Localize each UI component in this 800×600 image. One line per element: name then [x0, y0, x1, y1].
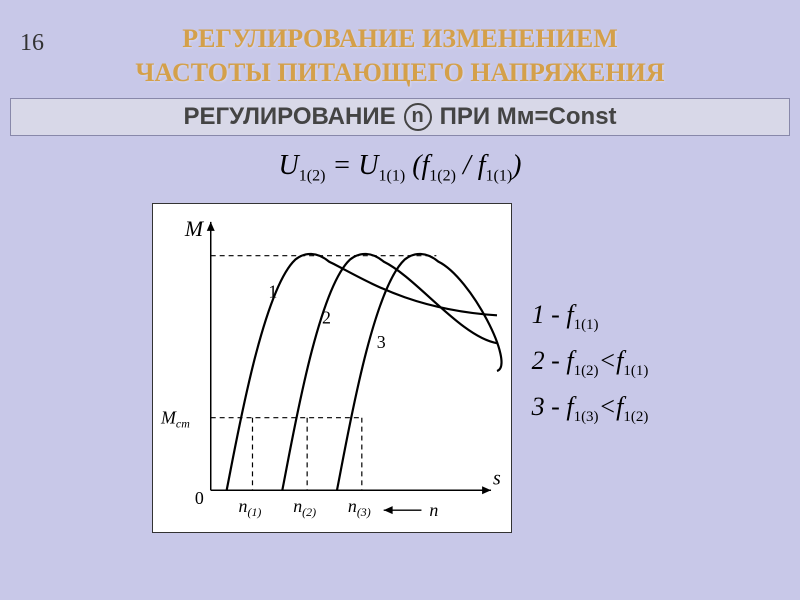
chart: Ms 0 Mст n(1) n(2) n(3) 1 2 3 n [152, 203, 512, 533]
svg-text:n(2): n(2) [293, 496, 316, 519]
svg-text:n: n [429, 500, 438, 520]
legend-2-var: f [566, 346, 573, 375]
subtitle-box: РЕГУЛИРОВАНИЕ n ПРИ Mм=Const [10, 98, 790, 136]
subtitle-circle: n [404, 103, 432, 131]
legend-3-num: 3 - [532, 392, 567, 421]
title-line-1: РЕГУЛИРОВАНИЕ ИЗМЕНЕНИЕМ [182, 24, 617, 53]
legend-2-num: 2 - [532, 346, 567, 375]
legend-2-sub2: 1(1) [623, 363, 648, 379]
svg-text:n(1): n(1) [238, 496, 261, 519]
svg-text:2: 2 [322, 307, 331, 327]
legend-3-cmp: < [599, 392, 617, 421]
svg-text:0: 0 [194, 488, 203, 508]
legend-3-sub2: 1(2) [623, 409, 648, 425]
formula-text: U1(2) = U1(1) (f1(2) / f1(1)) [279, 150, 522, 181]
title-line-2: ЧАСТОТЫ ПИТАЮЩЕГО НАПРЯЖЕНИЯ [135, 58, 664, 87]
legend-row-3: 3 - f1(3)<f1(2) [532, 385, 649, 431]
formula: U1(2) = U1(1) (f1(2) / f1(1)) [0, 150, 800, 186]
svg-text:Mст: Mст [160, 408, 190, 431]
legend: 1 - f1(1) 2 - f1(2)<f1(1) 3 - f1(3)<f1(2… [532, 293, 649, 430]
legend-2-sub1: 1(2) [574, 363, 599, 379]
subtitle-right: ПРИ Mм=Const [440, 103, 617, 131]
svg-text:1: 1 [268, 282, 277, 302]
svg-text:M: M [184, 217, 205, 241]
legend-1-num: 1 - [532, 300, 567, 329]
legend-1-var: f [566, 300, 573, 329]
content-area: Ms0Mстn(1)n(2)n(3)123n 1 - f1(1) 2 - f1(… [0, 203, 800, 533]
subtitle-left: РЕГУЛИРОВАНИЕ [183, 103, 395, 131]
legend-3-sub1: 1(3) [574, 409, 599, 425]
svg-text:n(3): n(3) [348, 496, 371, 519]
legend-3-var: f [566, 392, 573, 421]
svg-text:3: 3 [376, 332, 385, 352]
legend-2-cmp: < [599, 346, 617, 375]
legend-1-sub: 1(1) [574, 317, 599, 333]
legend-row-1: 1 - f1(1) [532, 293, 649, 339]
page-title: РЕГУЛИРОВАНИЕ ИЗМЕНЕНИЕМ ЧАСТОТЫ ПИТАЮЩЕ… [0, 0, 800, 90]
page-number: 16 [20, 30, 44, 57]
svg-text:s: s [493, 467, 501, 489]
legend-row-2: 2 - f1(2)<f1(1) [532, 339, 649, 385]
chart-svg: Ms 0 Mст n(1) n(2) n(3) 1 2 3 n [153, 204, 511, 532]
